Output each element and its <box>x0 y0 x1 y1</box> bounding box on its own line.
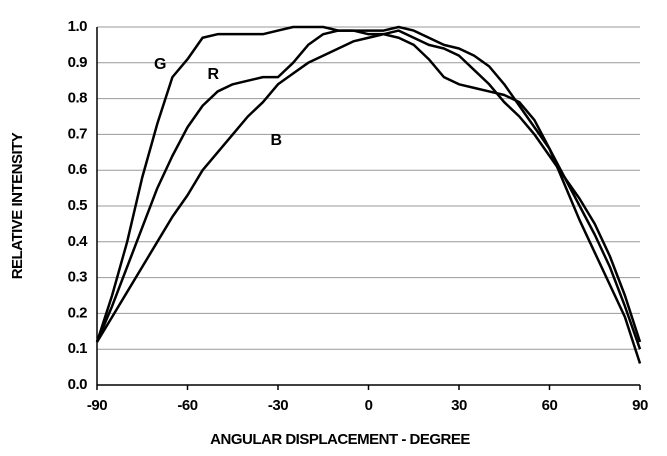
y-tick-label: 0.0 <box>68 376 88 393</box>
x-tick-label: -30 <box>268 397 288 414</box>
x-tick-label: 0 <box>365 397 373 414</box>
y-tick-label: 0.5 <box>68 197 88 214</box>
y-tick-label: 0.4 <box>68 233 89 250</box>
series-label: R <box>207 66 219 83</box>
y-tick-label: 1.0 <box>68 18 88 35</box>
y-axis-label: RELATIVE INTENSITY <box>9 132 26 279</box>
x-tick-label: -90 <box>87 397 107 414</box>
series-label: G <box>154 56 166 73</box>
x-tick-label: 30 <box>451 397 467 414</box>
y-tick-label: 0.9 <box>68 54 88 71</box>
y-tick-label: 0.6 <box>68 161 88 178</box>
x-tick-label: -60 <box>177 397 197 414</box>
x-tick-label: 60 <box>542 397 558 414</box>
x-axis-label: ANGULAR DISPLACEMENT - DEGREE <box>210 431 470 448</box>
series-label: B <box>270 132 281 149</box>
y-tick-label: 0.8 <box>68 90 88 107</box>
y-tick-label: 0.1 <box>68 340 88 357</box>
series-line <box>95 29 642 343</box>
series-line <box>95 25 642 350</box>
y-tick-label: 0.3 <box>68 269 88 286</box>
y-tick-label: 0.2 <box>68 304 88 321</box>
x-tick-label: 90 <box>632 397 648 414</box>
y-tick-label: 0.7 <box>68 125 88 142</box>
